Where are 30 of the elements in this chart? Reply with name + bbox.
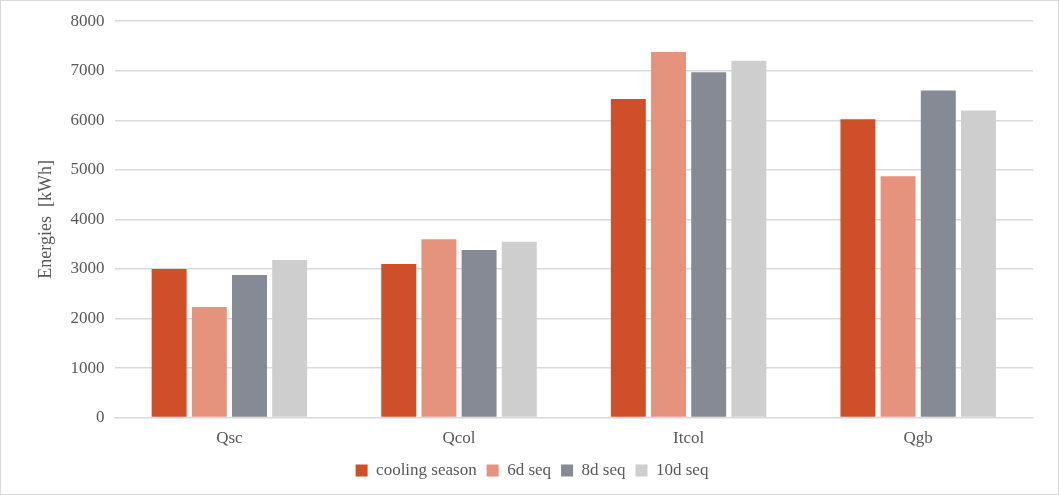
y-axis-title: Energies [kWh]	[34, 160, 55, 279]
bar	[691, 72, 727, 417]
y-tick-label: 4000	[70, 208, 105, 228]
y-tick-label: 8000	[70, 10, 105, 30]
bar	[920, 90, 956, 417]
y-tick-label: 3000	[70, 258, 105, 278]
bar	[610, 98, 646, 417]
bar	[880, 176, 916, 417]
y-tick-label: 7000	[70, 60, 105, 80]
bar	[381, 264, 417, 417]
y-tick-label: 2000	[70, 307, 105, 327]
bar	[191, 307, 227, 417]
y-tick-label: 0	[96, 407, 105, 427]
y-tick-label: 6000	[70, 109, 105, 129]
legend-label: 10d seq	[655, 459, 709, 479]
bar	[151, 268, 187, 417]
bar	[232, 274, 267, 417]
legend-label: 8d seq	[581, 459, 626, 479]
x-tick-label: Qcol	[442, 428, 476, 448]
bar	[421, 239, 457, 417]
bar	[461, 250, 497, 417]
legend-label: cooling season	[376, 459, 478, 479]
y-tick-label: 5000	[70, 159, 105, 179]
legend-label: 6d seq	[507, 459, 552, 479]
x-tick-label: Itcol	[673, 428, 705, 448]
x-tick-label: Qsc	[216, 428, 244, 448]
y-tick-label: 1000	[70, 357, 105, 377]
bar	[840, 119, 876, 417]
bar	[651, 51, 686, 417]
x-tick-label: Qgb	[903, 428, 933, 448]
